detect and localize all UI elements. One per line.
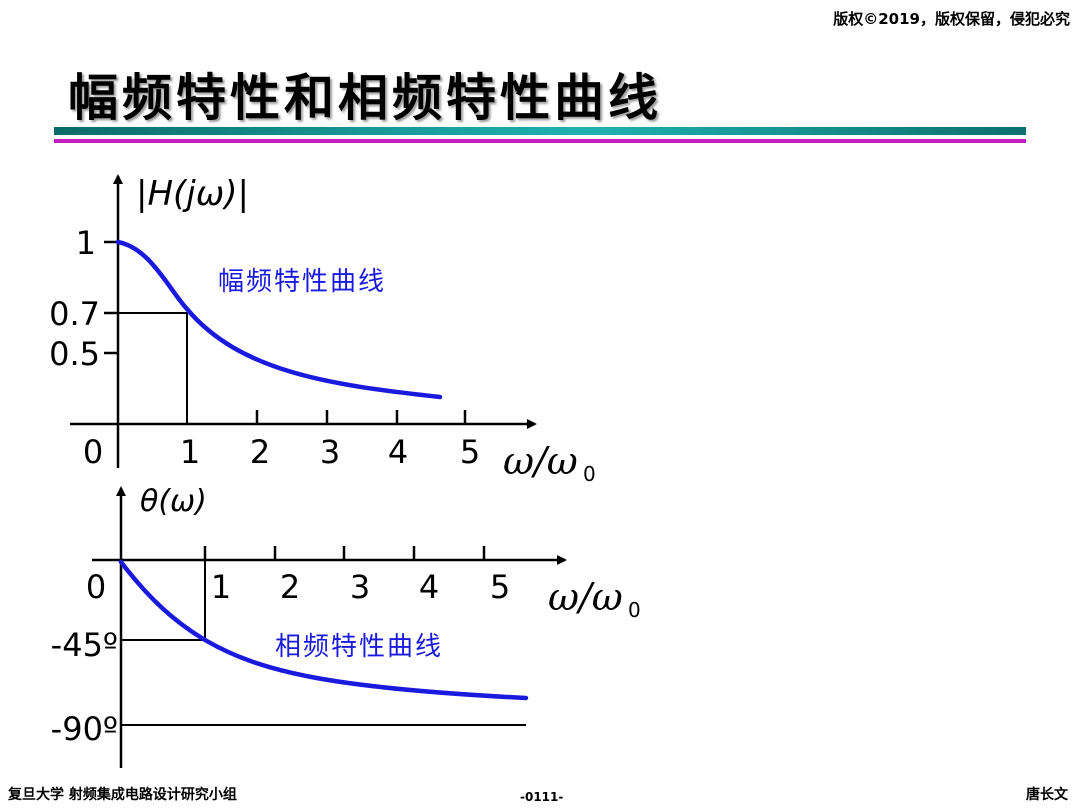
footer-organization: 复旦大学 射频集成电路设计研究小组 <box>8 787 237 803</box>
footer-author: 唐长文 <box>1026 787 1068 803</box>
phase-ytick-label: -90º <box>51 710 118 748</box>
phase-xtick-label: 0 <box>86 568 106 606</box>
phase-ytick-label: -45º <box>51 626 118 664</box>
amp-ylabel: |H(jω)| <box>136 174 249 214</box>
amp-xtick-label: 0 <box>83 433 103 471</box>
phase-plot: θ(ω) -45º -90º 0 1 2 3 4 5 ω/ω 0 相频特性曲线 <box>51 484 641 768</box>
phase-xtick-label: 4 <box>419 568 439 606</box>
amp-xlabel-subscript: 0 <box>583 462 596 486</box>
phase-xtick-label: 1 <box>211 568 231 606</box>
phase-xtick-label: 2 <box>280 568 300 606</box>
amp-ytick-label: 0.5 <box>49 335 100 373</box>
amp-ytick-label: 1 <box>76 224 96 262</box>
title-divider-teal <box>54 127 1026 135</box>
phase-curve <box>118 559 529 701</box>
phase-xlabel: ω/ω <box>548 575 623 619</box>
amp-cutoff-guide <box>118 312 188 424</box>
amp-xtick-label: 3 <box>320 433 340 471</box>
amplitude-plot: |H(jω)| 1 0.7 0.5 0 1 2 3 4 5 ω/ω 0 幅频特性… <box>49 174 596 486</box>
footer-page-number: -0111- <box>520 790 564 804</box>
phase-ylabel: θ(ω) <box>140 484 207 519</box>
amp-curve-label: 幅频特性曲线 <box>218 267 386 297</box>
amp-xtick-label: 2 <box>250 433 270 471</box>
amp-xtick-label: 4 <box>388 433 408 471</box>
phase-xlabel-subscript: 0 <box>628 598 641 622</box>
slide-title: 幅频特性和相频特性曲线 <box>68 68 662 127</box>
title-divider-magenta <box>54 139 1026 143</box>
amp-xtick-label: 5 <box>460 433 480 471</box>
amp-xlabel: ω/ω <box>503 439 578 483</box>
amp-ytick-label: 0.7 <box>49 295 100 333</box>
phase-curve-label: 相频特性曲线 <box>275 632 443 662</box>
phase-xtick-label: 3 <box>350 568 370 606</box>
copyright-notice: 版权©2019，版权保留，侵犯必究 <box>833 10 1070 28</box>
amp-xtick-label: 1 <box>180 433 200 471</box>
phase-xtick-label: 5 <box>490 568 510 606</box>
amp-curve <box>115 239 443 400</box>
